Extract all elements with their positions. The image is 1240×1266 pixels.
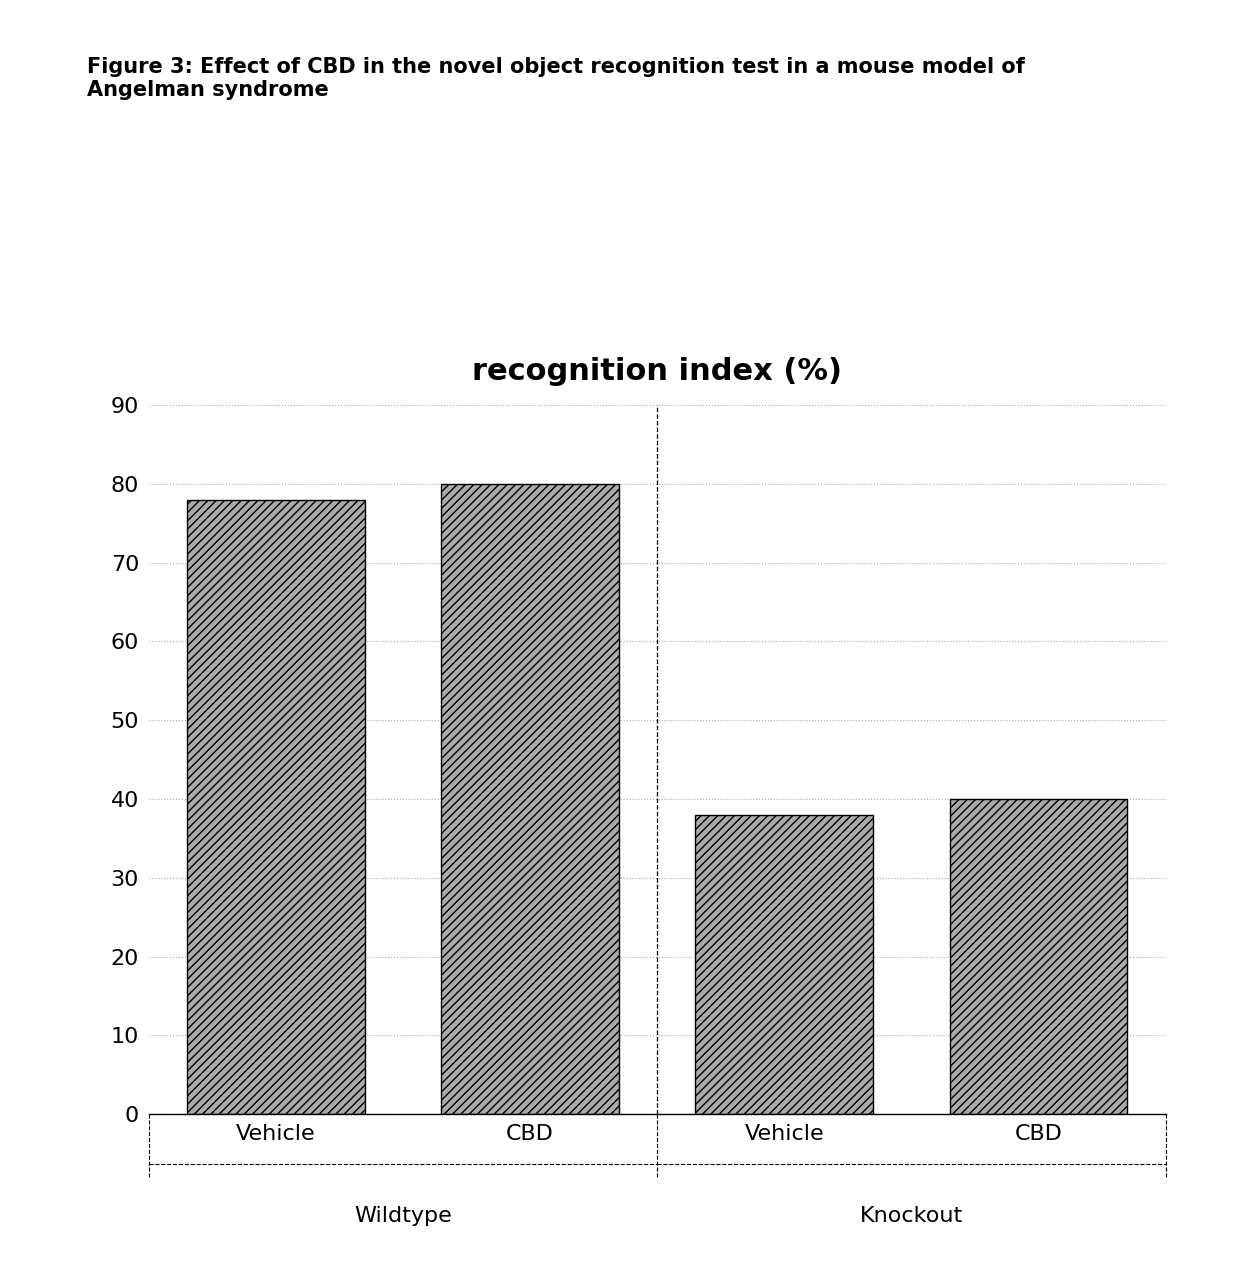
- Bar: [950, 799, 1127, 1114]
- Text: Wildtype: Wildtype: [355, 1206, 451, 1227]
- Text: Knockout: Knockout: [859, 1206, 963, 1227]
- Bar: [187, 500, 365, 1114]
- Bar: [441, 484, 619, 1114]
- Bar: [696, 815, 873, 1114]
- Text: Figure 3: Effect of CBD in the novel object recognition test in a mouse model of: Figure 3: Effect of CBD in the novel obj…: [87, 57, 1024, 100]
- Title: recognition index (%): recognition index (%): [472, 357, 842, 386]
